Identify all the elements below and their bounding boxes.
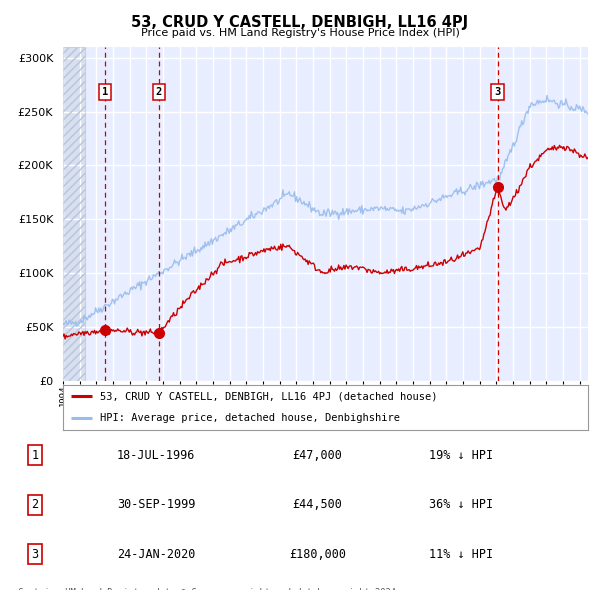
Text: 3: 3 [31,548,38,561]
Text: £47,000: £47,000 [292,448,342,461]
Text: 1: 1 [31,448,38,461]
Text: 53, CRUD Y CASTELL, DENBIGH, LL16 4PJ (detached house): 53, CRUD Y CASTELL, DENBIGH, LL16 4PJ (d… [100,391,437,401]
Text: 2: 2 [31,498,38,512]
Text: HPI: Average price, detached house, Denbighshire: HPI: Average price, detached house, Denb… [100,414,400,424]
Text: 30-SEP-1999: 30-SEP-1999 [117,498,195,512]
Text: 1: 1 [102,87,109,97]
Text: £180,000: £180,000 [289,548,346,561]
Text: 3: 3 [494,87,500,97]
Text: £44,500: £44,500 [292,498,342,512]
Text: 11% ↓ HPI: 11% ↓ HPI [429,548,493,561]
Text: Price paid vs. HM Land Registry's House Price Index (HPI): Price paid vs. HM Land Registry's House … [140,28,460,38]
Bar [63,47,85,381]
Text: 18-JUL-1996: 18-JUL-1996 [117,448,195,461]
Text: 36% ↓ HPI: 36% ↓ HPI [429,498,493,512]
Text: 19% ↓ HPI: 19% ↓ HPI [429,448,493,461]
Text: 53, CRUD Y CASTELL, DENBIGH, LL16 4PJ: 53, CRUD Y CASTELL, DENBIGH, LL16 4PJ [131,15,469,30]
Bar [63,47,85,381]
Text: Contains HM Land Registry data © Crown copyright and database right 2024.: Contains HM Land Registry data © Crown c… [18,588,401,590]
Text: 2: 2 [156,87,162,97]
Text: 24-JAN-2020: 24-JAN-2020 [117,548,195,561]
